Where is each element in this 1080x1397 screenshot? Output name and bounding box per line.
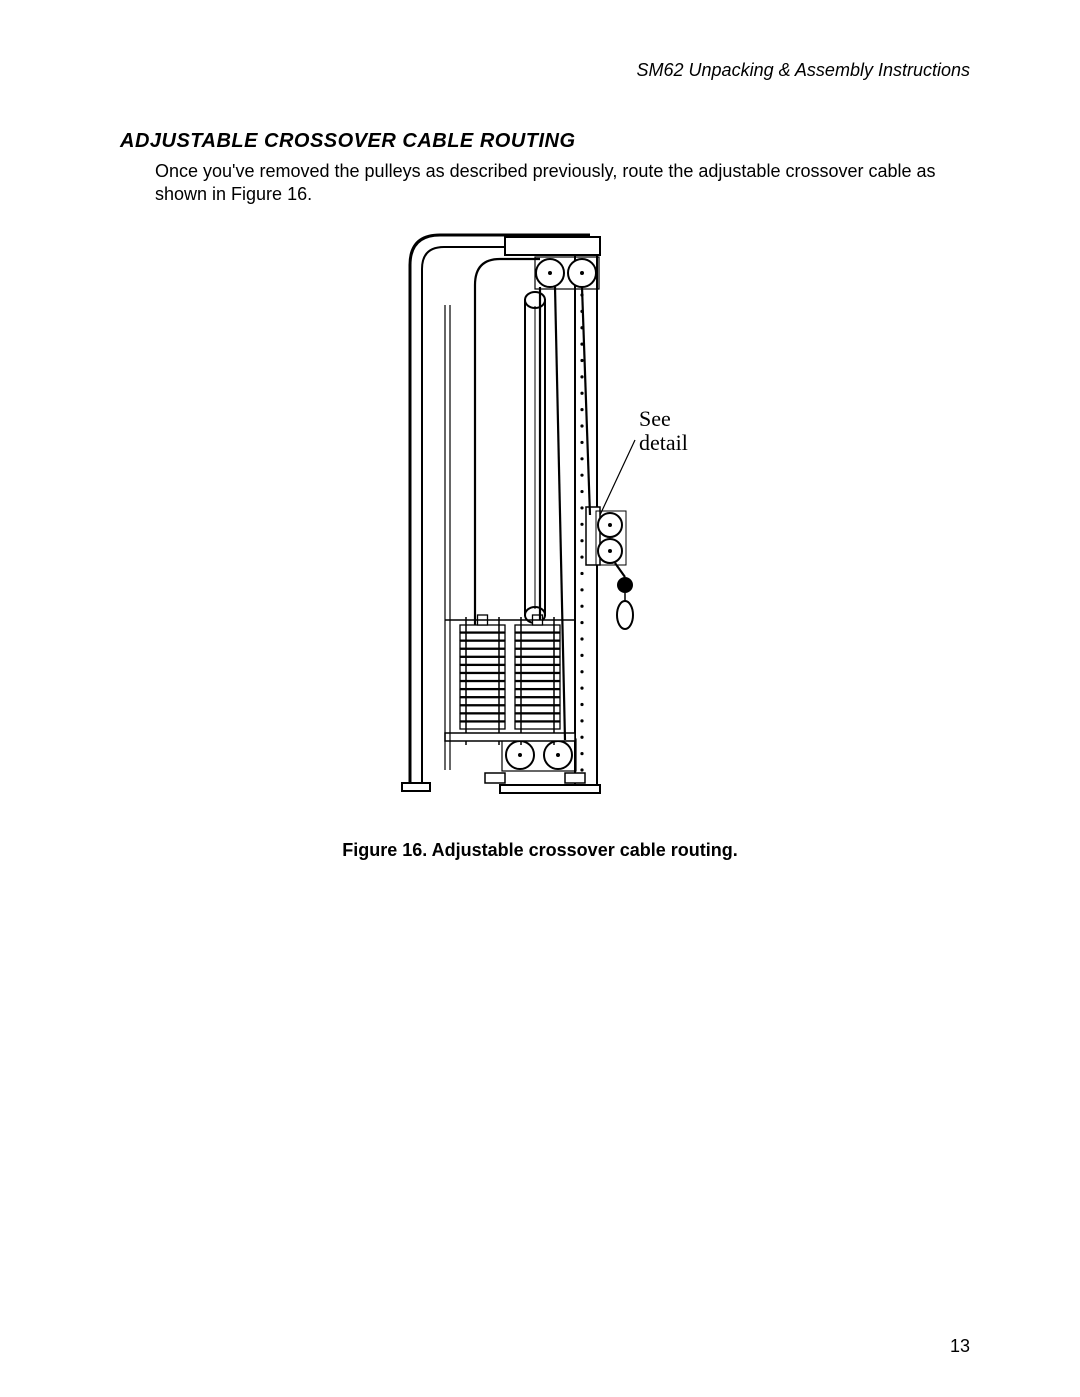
svg-text:detail: detail — [639, 430, 688, 455]
section-body: Once you've removed the pulleys as descr… — [155, 160, 970, 207]
page-number: 13 — [950, 1336, 970, 1357]
section-title: ADJUSTABLE CROSSOVER CABLE ROUTING — [120, 130, 576, 153]
svg-text:See: See — [639, 406, 671, 431]
figure: Seedetail — [0, 225, 1080, 810]
page: SM62 Unpacking & Assembly Instructions A… — [0, 0, 1080, 1397]
cable-routing-diagram: Seedetail — [390, 225, 690, 805]
figure-caption: Figure 16. Adjustable crossover cable ro… — [0, 840, 1080, 861]
document-header: SM62 Unpacking & Assembly Instructions — [637, 60, 970, 81]
